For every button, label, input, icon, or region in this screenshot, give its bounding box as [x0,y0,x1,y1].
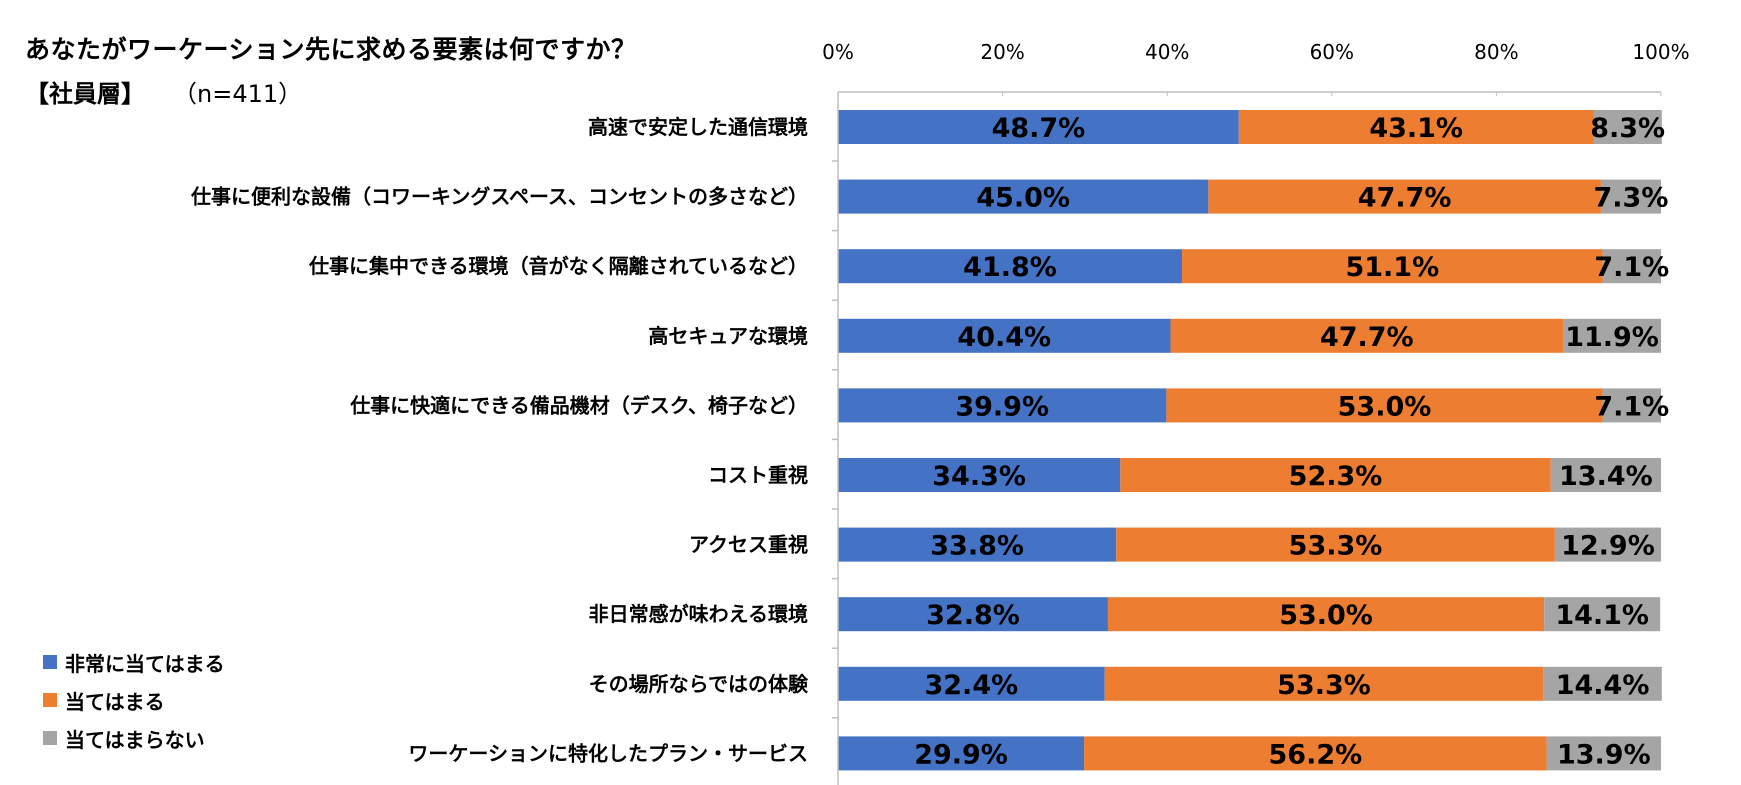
category-label: 高速で安定した通信環境 [588,115,808,139]
category-label: コスト重視 [708,463,808,487]
bar-segment [1563,318,1661,353]
bar-segment [838,666,1105,701]
data-label: 11.9% [1565,322,1659,353]
bar-segment [838,736,1085,771]
data-label: 43.1% [1369,113,1463,144]
legend-item: 当てはまる [43,681,225,719]
chart-title: あなたがワーケーション先に求める要素は何ですか？ [25,35,637,64]
bar-segment [1084,736,1547,771]
bar-segment [1593,110,1662,144]
category-label: 高セキュアな環境 [648,324,808,348]
bar-segment [1600,179,1661,214]
bar-segment [1602,249,1661,284]
bar-segment [1543,666,1662,701]
bar-segment [838,110,1239,144]
bar-segment [838,527,1117,562]
data-label: 33.8% [930,531,1024,562]
data-label: 56.2% [1269,739,1363,770]
data-label: 48.7% [992,113,1086,144]
bar-segment [1104,666,1544,701]
category-label: ワーケーションに特化したプラン・サービス [408,741,808,765]
data-label: 53.3% [1277,670,1371,701]
bar-segment [838,318,1171,353]
legend-item: 非常に当てはまる [43,643,225,681]
x-tick-label: 20% [980,40,1024,64]
data-label: 51.1% [1345,252,1439,283]
legend-swatch [43,731,57,745]
data-label: 53.0% [1338,391,1432,422]
x-tick-label: 80% [1474,40,1518,64]
bar-segment [1550,458,1661,492]
data-label: 8.3% [1590,113,1665,144]
data-label: 53.0% [1279,600,1373,631]
bar-segment [1554,527,1661,562]
legend-item: 当てはまらない [43,719,225,757]
data-label: 52.3% [1289,461,1383,492]
bar-segment [838,597,1108,632]
x-tick-label: 0% [822,40,854,64]
data-label: 40.4% [957,322,1051,353]
bar-segment [1182,249,1603,284]
bar-segment [838,249,1183,284]
legend-swatch [43,655,57,669]
data-label: 47.7% [1320,322,1414,353]
category-label: 仕事に集中できる環境（音がなく隔離されているなど） [308,254,808,278]
x-tick-label: 40% [1145,40,1189,64]
sample-size: （n=411） [185,80,303,108]
data-label: 13.9% [1557,739,1651,770]
data-label: 32.4% [924,670,1018,701]
bar-segment [838,179,1209,214]
bar-segment [1546,736,1661,771]
data-label: 12.9% [1561,531,1655,562]
category-label: 仕事に便利な設備（コワーキングスペース、コンセントの多さなど） [190,185,808,209]
data-label: 7.3% [1594,183,1669,214]
category-label: 仕事に快適にできる備品機材（デスク、椅子など） [349,393,808,417]
x-tick-label: 60% [1310,40,1354,64]
category-label: その場所ならではの体験 [589,672,809,696]
legend-label: 当てはまらない [65,727,205,752]
chart-subtitle: 【社員層】 （n=411） [25,74,302,109]
data-label: 29.9% [914,739,1008,770]
legend: 非常に当てはまる 当てはまる 当てはまらない [43,643,225,757]
x-tick-label: 100% [1632,40,1689,64]
category-label: 非日常感が味わえる環境 [589,602,808,626]
category-label: アクセス重視 [689,533,808,557]
segment-label: 【社員層】 [25,80,145,108]
bar-segment [1116,527,1555,562]
data-label: 7.1% [1594,252,1669,283]
data-label: 41.8% [963,252,1057,283]
legend-label: 非常に当てはまる [65,651,225,676]
bar-segment [1120,458,1551,492]
data-label: 34.3% [932,461,1026,492]
data-label: 47.7% [1358,183,1452,214]
bar-segment [838,388,1167,423]
bar-segment [1602,388,1661,423]
data-label: 32.8% [926,600,1020,631]
data-label: 14.1% [1555,600,1649,631]
bar-segment [838,458,1121,492]
bar-segment [1170,318,1564,353]
data-label: 14.4% [1556,670,1650,701]
bar-segment [1166,388,1603,423]
legend-swatch [43,693,57,707]
bar-segment [1208,179,1601,214]
data-label: 39.9% [955,391,1049,422]
data-label: 53.3% [1289,531,1383,562]
legend-label: 当てはまる [65,689,165,714]
bar-segment [1107,597,1545,632]
data-label: 13.4% [1559,461,1653,492]
data-label: 45.0% [976,183,1070,214]
data-label: 7.1% [1594,391,1669,422]
bar-segment [1238,110,1594,144]
bar-segment [1544,597,1661,632]
